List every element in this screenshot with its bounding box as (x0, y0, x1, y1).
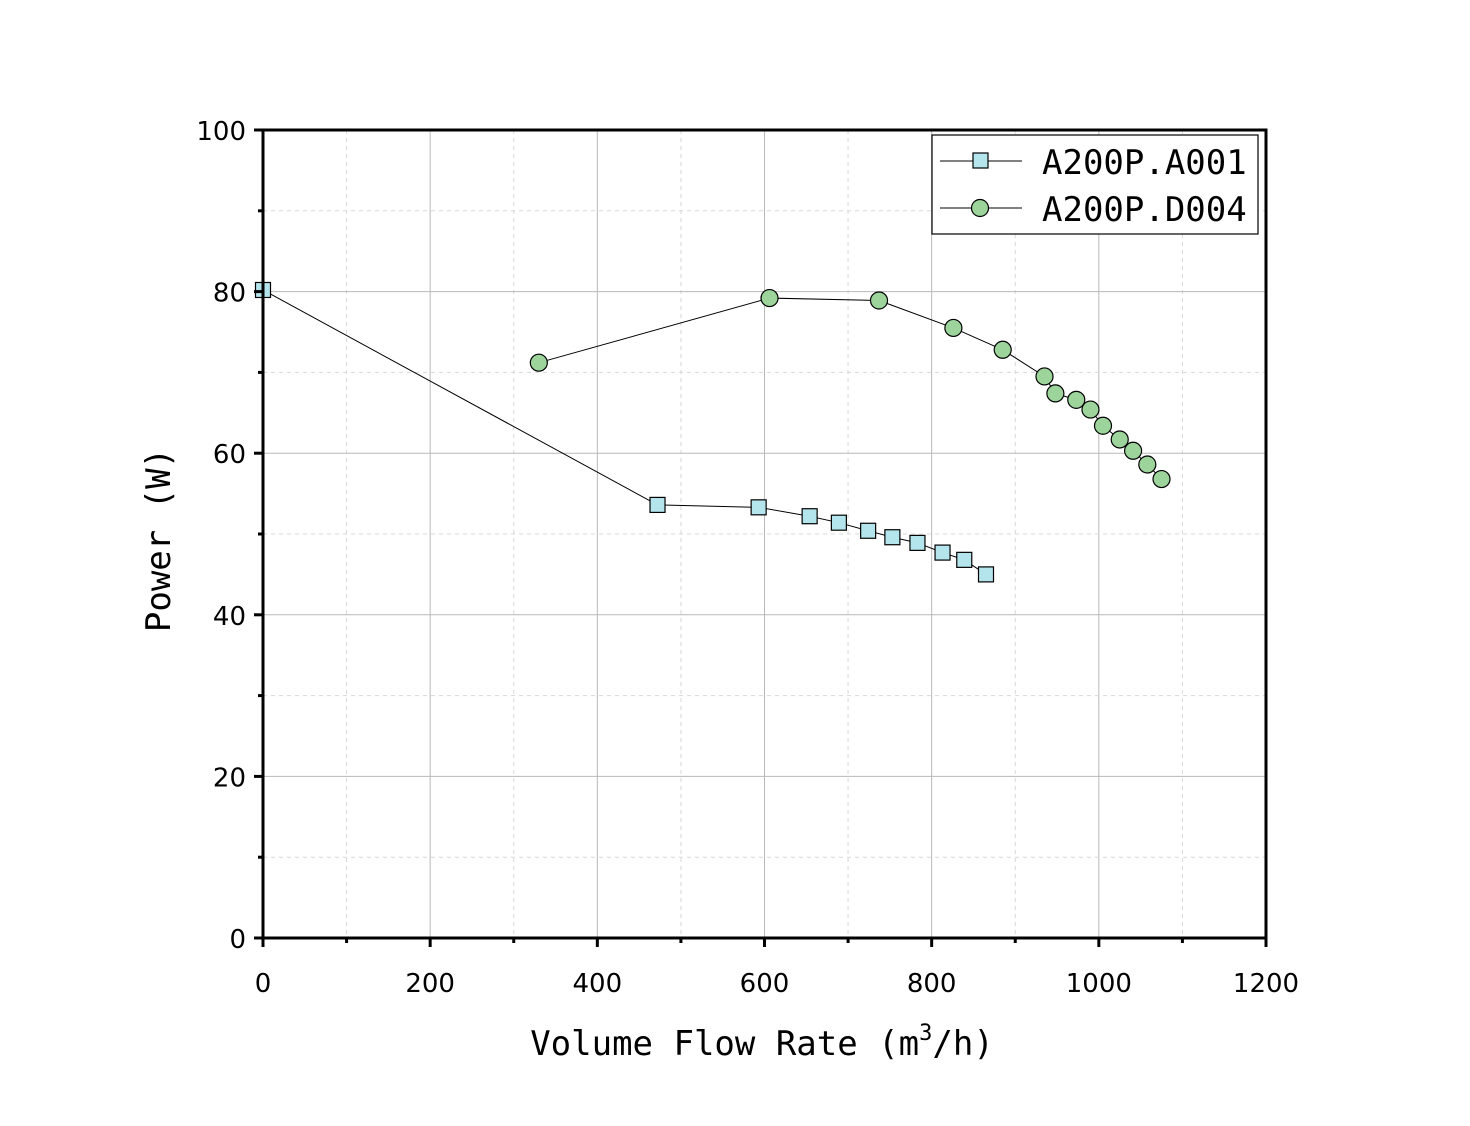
legend-marker-a001 (972, 152, 989, 169)
x-tick-label: 0 (255, 969, 272, 999)
tick-labels: 0 200 400 600 800 1000 1200 0 20 40 60 80 100 (196, 117, 1299, 999)
legend-box (931, 134, 1259, 235)
series-1-point (977, 566, 995, 583)
legend: A200P.A001 A200P.D004 (931, 134, 1259, 235)
series-2-point (1110, 430, 1129, 449)
series-2-point (1046, 384, 1065, 403)
y-tick-label: 0 (229, 925, 246, 955)
x-tick-label: 1000 (1066, 969, 1132, 999)
series-1-point (860, 522, 877, 539)
x-tick-label: 1200 (1233, 969, 1299, 999)
axis-ticks (254, 128, 1268, 947)
y-tick-label: 40 (213, 602, 246, 632)
series-2-point (1138, 455, 1157, 474)
series-1-point (934, 544, 951, 561)
y-axis-title: Power (W) (139, 448, 179, 632)
series-layer (254, 281, 1171, 583)
legend-marker-d004 (970, 198, 990, 218)
legend-label-a001: A200P.A001 (1042, 143, 1247, 183)
x-tick-label: 600 (740, 969, 790, 999)
y-tick-label: 60 (213, 440, 246, 470)
series-2-point (1067, 390, 1086, 409)
y-tick-label: 20 (213, 763, 246, 793)
series-2-point (1035, 367, 1054, 386)
series-2-point (1081, 400, 1100, 419)
y-tick-label: 100 (196, 117, 246, 147)
series-2-point (760, 288, 779, 308)
series-1-point (750, 499, 767, 516)
series-2-point (1093, 416, 1113, 435)
series-2-point (869, 291, 889, 310)
x-tick-label: 200 (405, 969, 455, 999)
series-1-point (956, 551, 973, 568)
series-1-point (909, 534, 926, 551)
legend-label-d004: A200P.D004 (1042, 190, 1247, 230)
series-2-point (1152, 469, 1171, 489)
series-1-point (649, 496, 666, 514)
series-2-point (529, 353, 548, 372)
x-tick-label: 800 (907, 969, 957, 999)
x-tick-label: 400 (573, 969, 623, 999)
series-2-point (1124, 441, 1143, 460)
series-1-point (801, 508, 818, 525)
series-1-point (884, 529, 901, 546)
series-1-point (830, 514, 847, 531)
y-tick-label: 80 (213, 279, 246, 309)
series-2-point (944, 318, 963, 338)
series-2-point (993, 340, 1012, 359)
x-axis-title: Volume Flow Rate (m3/h) (530, 1021, 994, 1064)
